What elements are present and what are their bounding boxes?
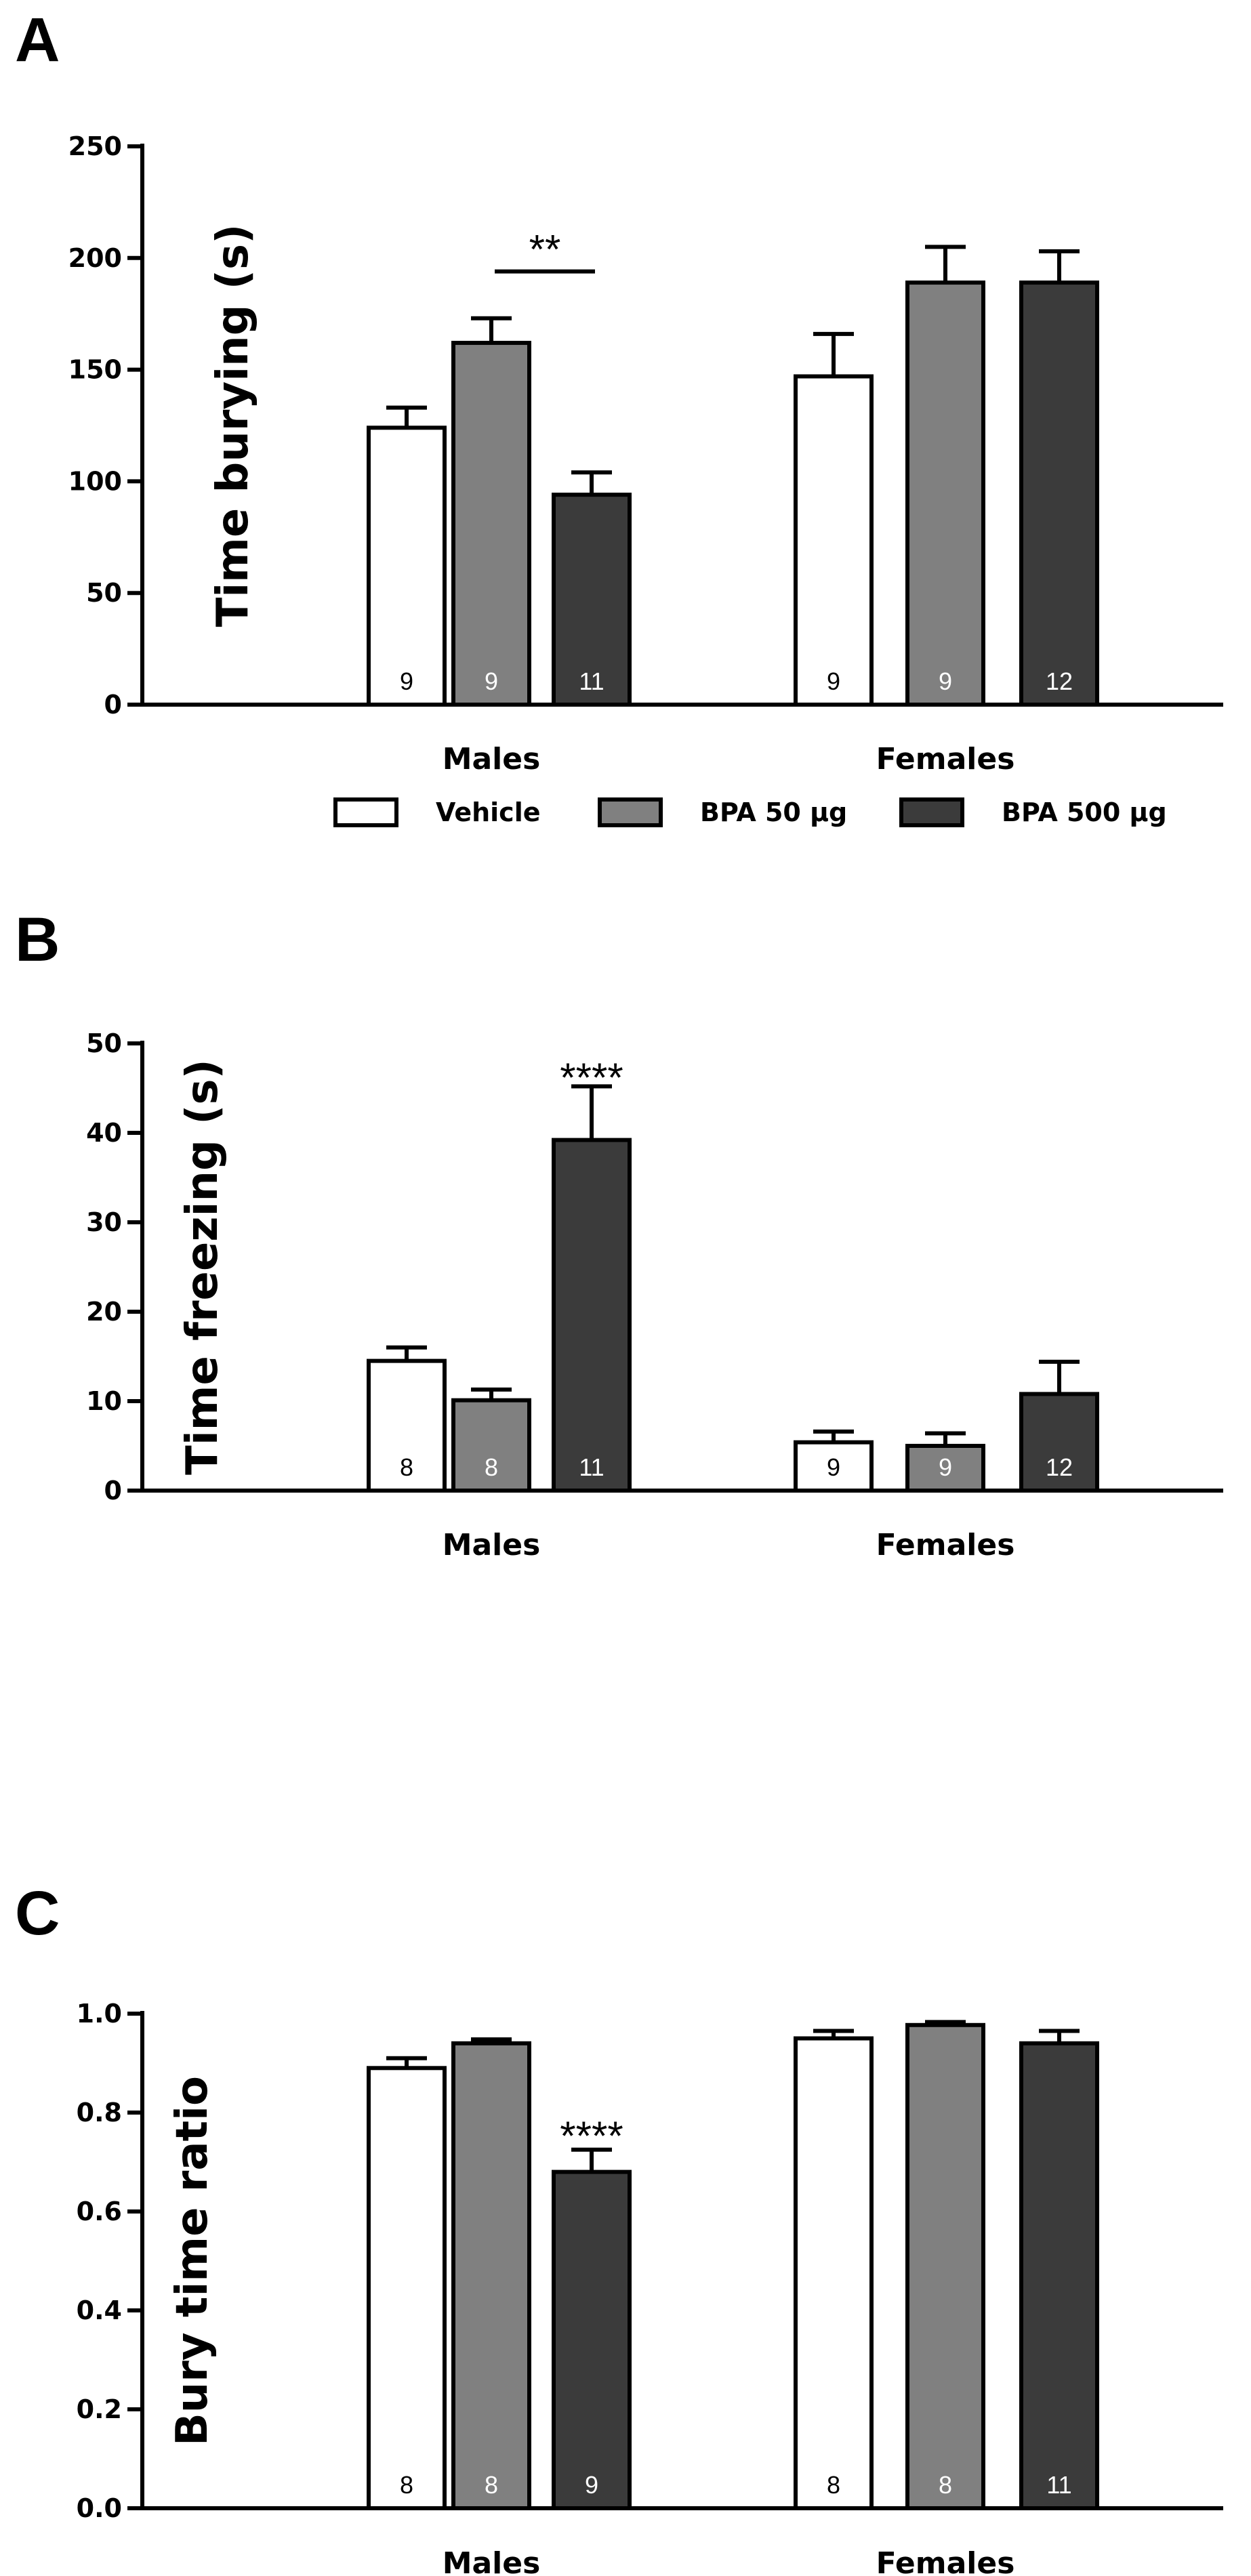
y-tick-label: 100 <box>68 466 122 496</box>
y-tick-label: 1.0 <box>77 1999 122 2029</box>
n-label: 8 <box>400 2471 413 2499</box>
panel-title: B <box>15 905 60 974</box>
legend-label: BPA 500 µg <box>1002 797 1167 827</box>
legend-swatch <box>598 797 663 827</box>
y-tick-label: 0.0 <box>77 2493 122 2523</box>
legend: Vehicle BPA 50 µg BPA 500 µg <box>333 797 1167 827</box>
n-label: 8 <box>827 2471 840 2499</box>
y-tick-label: 10 <box>86 1386 122 1416</box>
y-tick-label: 40 <box>86 1118 122 1148</box>
category-label: Females <box>876 742 1015 776</box>
panel-b: B Time freezing (s) 0 10 20 30 40 50 8 9 8 9 11 12 Mal… <box>15 905 1223 1562</box>
n-label: 8 <box>400 1453 413 1481</box>
bar-males-series-3 <box>552 2169 632 2511</box>
legend-label: Vehicle <box>436 797 541 827</box>
category-label: Females <box>876 1528 1015 1562</box>
n-label: 9 <box>585 2471 598 2499</box>
bar-males-series-2 <box>451 341 531 707</box>
bar-males-series-2 <box>451 1398 531 1493</box>
bar-females-series-3 <box>1019 1392 1099 1493</box>
y-tick-label: 0 <box>104 690 122 720</box>
significance-marker: **** <box>560 1055 623 1100</box>
n-label: 9 <box>827 1453 840 1481</box>
bar-females-series-2 <box>905 281 985 707</box>
y-tick-label: 50 <box>86 578 122 608</box>
n-label: 9 <box>485 667 498 695</box>
bar-females-series-1 <box>794 2036 874 2510</box>
bar-females-series-1 <box>794 1440 874 1493</box>
bar-males-series-2 <box>451 2041 531 2511</box>
n-label: 9 <box>400 667 413 695</box>
bar-males-series-1 <box>367 2066 447 2511</box>
category-label: Males <box>443 2546 541 2576</box>
significance-marker: ** <box>529 227 561 272</box>
n-label: 11 <box>1046 2471 1071 2499</box>
n-label: 9 <box>827 667 840 695</box>
bar-females-series-1 <box>794 374 874 707</box>
y-tick-label: 30 <box>86 1207 122 1237</box>
category-label: Males <box>443 742 541 776</box>
n-label: 8 <box>939 2471 952 2499</box>
bar-males-series-1 <box>367 1358 447 1493</box>
panel-title: C <box>15 1879 60 1948</box>
y-tick-label: 20 <box>86 1297 122 1327</box>
legend-swatch <box>899 797 964 827</box>
y-axis-label: Time burying (s) <box>208 224 258 627</box>
y-tick-label: 0.2 <box>77 2394 122 2424</box>
n-label: 9 <box>939 667 952 695</box>
category-label: Females <box>876 2546 1015 2576</box>
y-tick-label: 150 <box>68 355 122 385</box>
y-tick-label: 0.4 <box>77 2295 122 2325</box>
n-label: 11 <box>579 1453 604 1481</box>
bar-males-series-3 <box>552 493 632 707</box>
n-label: 12 <box>1046 667 1073 695</box>
n-label: 11 <box>579 667 604 695</box>
panel-c: C Bury time ratio 0.0 0.2 0.4 0.6 0.8 1.0 8 8 8 8 9 1… <box>15 1879 1223 2576</box>
y-axis-label: Time freezing (s) <box>178 1059 228 1475</box>
bar-females-series-2 <box>905 1444 985 1493</box>
y-axis-label: Bury time ratio <box>167 2076 218 2446</box>
bar-females-series-3 <box>1019 281 1099 707</box>
category-label: Males <box>443 1528 541 1562</box>
n-label: 12 <box>1046 1453 1073 1481</box>
n-label: 8 <box>485 1453 498 1481</box>
y-tick-label: 200 <box>68 243 122 273</box>
y-tick-label: 0 <box>104 1476 122 1505</box>
y-tick-label: 0.6 <box>77 2197 122 2226</box>
significance-marker: **** <box>560 2113 623 2159</box>
bar-males-series-1 <box>367 425 447 707</box>
legend-swatch <box>333 797 398 827</box>
panel-title: A <box>15 5 60 75</box>
y-tick-label: 50 <box>86 1029 122 1058</box>
bar-females-series-2 <box>905 2022 985 2511</box>
n-label: 9 <box>939 1453 952 1481</box>
legend-label: BPA 50 µg <box>700 797 847 827</box>
panel-a: A Time burying (s) 0 50 100 150 200 250 9 9 9 9 11 12… <box>15 5 1223 776</box>
y-tick-label: 250 <box>68 131 122 161</box>
bar-females-series-3 <box>1019 2041 1099 2511</box>
y-tick-label: 0.8 <box>77 2098 122 2127</box>
n-label: 8 <box>485 2471 498 2499</box>
bar-males-series-3 <box>552 1138 632 1493</box>
